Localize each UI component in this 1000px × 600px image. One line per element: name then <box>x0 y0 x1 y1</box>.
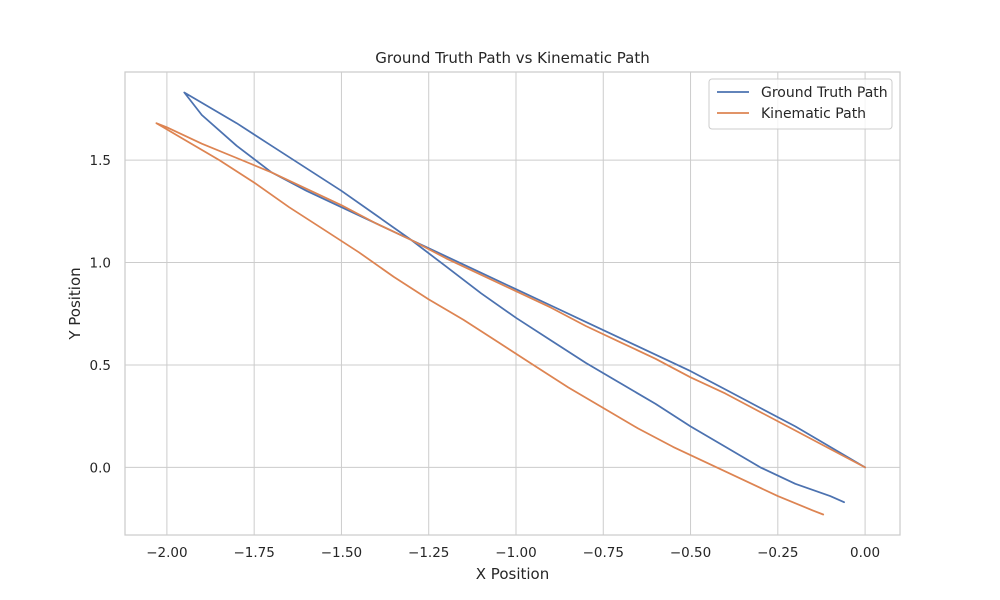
x-axis-label: X Position <box>476 565 549 583</box>
plot-area <box>125 72 900 535</box>
chart-title: Ground Truth Path vs Kinematic Path <box>375 49 649 67</box>
x-tick-label: −2.00 <box>146 545 187 561</box>
x-tick-label: −0.25 <box>757 545 798 561</box>
legend-label-ground-truth: Ground Truth Path <box>761 85 888 101</box>
series-line-kinematic <box>155 122 866 516</box>
legend-box <box>708 78 893 130</box>
x-tick-label: −1.25 <box>408 545 449 561</box>
x-tick-labels: −2.00 −1.75 −1.50 −1.25 −1.00 −0.75 −0.50 −0.25… <box>146 545 880 561</box>
x-tick-label: 0.00 <box>850 545 880 561</box>
x-tick-label: −1.50 <box>321 545 362 561</box>
x-tick-label: −1.75 <box>233 545 274 561</box>
y-tick-label: 0.5 <box>90 358 111 374</box>
legend-label-kinematic: Kinematic Path <box>761 106 866 122</box>
x-tick-label: −0.50 <box>670 545 711 561</box>
y-tick-label: 0.0 <box>90 460 111 476</box>
y-tick-labels: 0.0 0.5 1.0 1.5 <box>90 153 111 476</box>
y-tick-label: 1.0 <box>90 256 111 272</box>
x-tick-label: −1.00 <box>495 545 536 561</box>
y-axis-label: Y Position <box>66 267 84 340</box>
series-line-ground-truth <box>183 91 866 504</box>
grid <box>125 72 900 535</box>
legend: Ground Truth Path Kinematic Path <box>708 78 893 130</box>
series-layer <box>155 91 866 516</box>
plot-frame <box>124 71 901 536</box>
x-tick-label: −0.75 <box>583 545 624 561</box>
y-tick-label: 1.5 <box>90 153 111 169</box>
